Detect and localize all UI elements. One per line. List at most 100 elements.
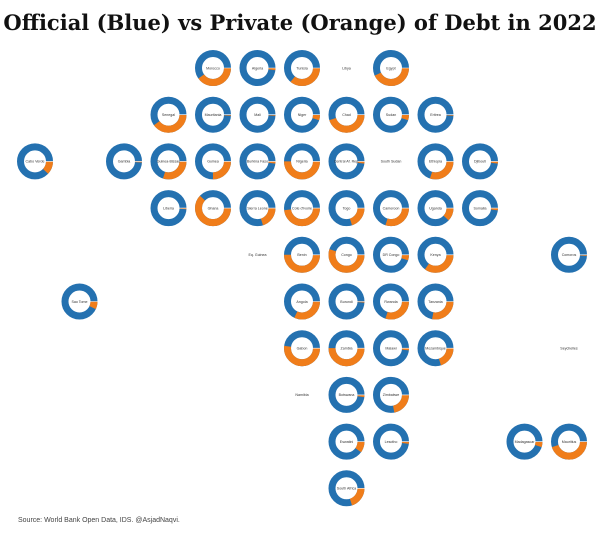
country-label: Angola (296, 300, 307, 304)
country-label: Liberia (163, 206, 174, 210)
donut-cabo-verde: Cabo Verde (17, 143, 53, 180)
donut-lesotho: Lesotho (373, 423, 409, 460)
donut-burkina-faso: Burkina Faso (239, 143, 276, 180)
country-label: Tanzania (428, 300, 442, 304)
donut-malawi: Malawi (373, 330, 409, 367)
donut-niger: Niger (284, 96, 320, 133)
donut-kenya: Kenya (417, 236, 454, 273)
country-label: Lesotho (385, 440, 398, 444)
donut-nigeria: Nigeria (284, 143, 320, 180)
country-label: Ethiopia (429, 160, 442, 164)
country-label: Zimbabwe (383, 393, 400, 397)
donut-algeria: Algeria (239, 50, 276, 86)
donut-central-af-rep: Central Af. Rep. (328, 143, 365, 180)
country-label: Kenya (430, 253, 440, 257)
donut-eswatini: Eswatini (328, 423, 365, 460)
country-label: Cameroon (383, 206, 400, 210)
donut-eq-guinea: Eq. Guinea (249, 253, 267, 257)
donut-botswana: Botswana (328, 376, 365, 413)
country-label: Namibia (295, 393, 308, 397)
country-label: Somalia (474, 206, 487, 210)
country-label: Madagascar (515, 440, 536, 444)
donut-eritrea: Eritrea (417, 96, 454, 133)
donut-liberia: Liberia (150, 190, 187, 227)
donut-somalia: Somalia (462, 190, 498, 227)
country-label: Niger (298, 113, 307, 117)
donut-libya: Libya (342, 66, 351, 70)
donut-tanzania: Tanzania (417, 283, 454, 320)
country-label: Eswatini (340, 440, 354, 444)
country-label: Sudan (386, 113, 396, 117)
donut-burundi: Burundi (328, 283, 365, 320)
chart-title: Official (Blue) vs Private (Orange) of D… (3, 10, 597, 35)
country-label: Cabo Verde (26, 160, 45, 164)
donut-rwanda: Rwanda (373, 283, 409, 320)
donut-sierra-leone: Sierra Leone (239, 190, 276, 227)
country-label: DR Congo (383, 253, 400, 257)
donut-namibia: Namibia (295, 393, 308, 397)
country-label: Sierra Leone (247, 206, 268, 210)
country-label: Central Af. Rep. (334, 160, 359, 164)
source-caption: Source: World Bank Open Data, IDS. @Asja… (18, 517, 180, 524)
country-label: Tunisia (296, 66, 307, 70)
country-label: Botswana (339, 393, 355, 397)
country-label: Chad (342, 113, 351, 117)
country-label: Sao Tome (71, 300, 87, 304)
country-label: Seychelles (560, 347, 578, 351)
country-label: Gambia (118, 160, 131, 164)
country-label: Benin (297, 253, 306, 257)
country-label: Nigeria (296, 160, 307, 164)
country-label: Morocco (206, 66, 220, 70)
country-label: Burundi (340, 300, 353, 304)
donut-togo: Togo (328, 190, 365, 227)
donut-seychelles: Seychelles (560, 347, 578, 351)
donut-gambia: Gambia (106, 143, 142, 180)
donut-chad: Chad (328, 96, 365, 133)
country-label: Eritrea (430, 113, 441, 117)
donut-zimbabwe: Zimbabwe (373, 376, 409, 413)
donut-uganda: Uganda (417, 190, 454, 227)
donut-tunisia: Tunisia (284, 50, 320, 86)
donut-zambia: Zambia (328, 330, 365, 367)
donut-mauritania: Mauritania (195, 96, 231, 133)
country-label: Zambia (341, 347, 353, 351)
country-label: Libya (342, 66, 351, 70)
country-label: Congo (341, 253, 352, 257)
donut-morocco: Morocco (195, 50, 231, 86)
donut-gabon: Gabon (284, 330, 320, 367)
country-label: Djibouti (474, 160, 486, 164)
country-label: Guinea-Bissau (157, 160, 181, 164)
donut-comoros: Comoros (551, 236, 587, 273)
donut-dr-congo: DR Congo (373, 236, 409, 273)
country-label: Eq. Guinea (249, 253, 267, 257)
donut-sudan: Sudan (373, 96, 409, 133)
donut-cote-d-ivoire: Cote d'Ivoire (284, 190, 320, 227)
country-label: Burkina Faso (247, 160, 268, 164)
donut-ethiopia: Ethiopia (417, 143, 454, 180)
donut-mali: Mali (239, 96, 276, 133)
donut-djibouti: Djibouti (462, 143, 498, 180)
country-label: Uganda (429, 206, 442, 210)
country-label: Gabon (297, 347, 308, 351)
country-label: Mozambique (425, 347, 446, 351)
country-label: Mali (254, 113, 261, 117)
country-label: Guinea (207, 160, 219, 164)
country-label: Malawi (385, 347, 396, 351)
donut-congo: Congo (328, 236, 365, 273)
country-label: Rwanda (384, 300, 397, 304)
donut-benin: Benin (284, 236, 320, 273)
donut-sao-tome: Sao Tome (61, 283, 98, 320)
country-label: Senegal (162, 113, 175, 117)
donut-mauritius: Mauritius (551, 423, 587, 460)
donut-south-africa: South Africa (328, 470, 365, 507)
country-label: Comoros (562, 253, 577, 257)
country-label: South Africa (337, 487, 356, 491)
country-label: Egypt (386, 66, 395, 70)
donut-mozambique: Mozambique (417, 330, 454, 367)
donut-ghana: Ghana (195, 190, 231, 227)
country-label: Mauritius (562, 440, 577, 444)
country-label: Ghana (208, 206, 219, 210)
donut-guinea-bissau: Guinea-Bissau (150, 143, 187, 180)
country-label: Togo (343, 206, 351, 210)
